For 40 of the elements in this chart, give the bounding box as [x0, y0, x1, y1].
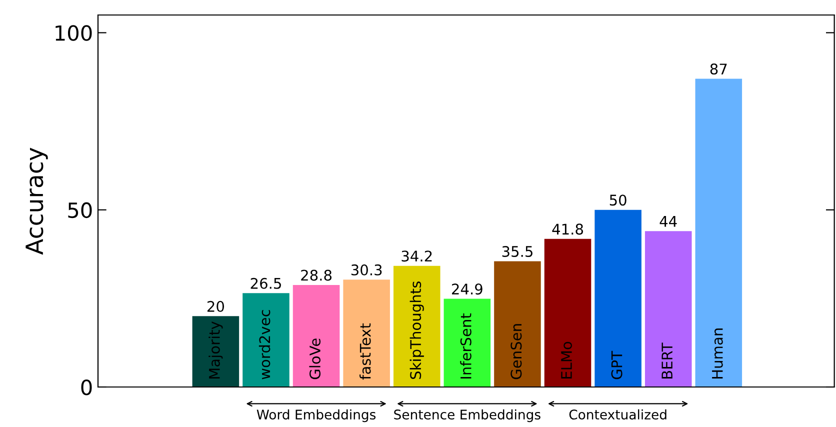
text: Contextualized: [569, 409, 666, 420]
data-label: 28.8: [301, 270, 332, 281]
bar: [695, 78, 742, 387]
y-tick-label: 0: [81, 379, 92, 396]
y-tick-label: 50: [68, 202, 92, 218]
bar: [544, 238, 592, 387]
data-label: 87: [710, 64, 727, 75]
x-tick-label: GPT: [611, 350, 622, 380]
bar: [343, 280, 390, 387]
data-label: 41.8: [552, 224, 583, 235]
bar: [192, 316, 240, 387]
data-label: 44: [660, 216, 677, 227]
x-tick-label: Majority: [208, 321, 223, 378]
x-tick-label: GloVe: [309, 338, 321, 380]
data-label: 30.3: [351, 264, 382, 276]
text: Sentence Embeddings: [394, 409, 540, 422]
x-tick-label: fastText: [360, 323, 371, 380]
y-axis-title: Accuracy: [26, 148, 48, 255]
bar: [594, 210, 642, 387]
y-tick-label: 100: [56, 25, 92, 41]
data-label: 50: [610, 194, 626, 206]
x-tick-label: word2vec: [258, 310, 270, 380]
x-tick-label: Human: [712, 328, 723, 378]
data-label: 26.5: [250, 278, 281, 289]
data-label: 24.9: [452, 284, 482, 295]
bar: [494, 261, 541, 387]
data-label: 34.2: [402, 250, 432, 262]
bar: [644, 231, 692, 387]
bar: [393, 266, 440, 387]
bar: [292, 284, 340, 387]
x-tick-label: GenSen: [510, 324, 522, 380]
text: Word Embeddings: [256, 409, 376, 422]
x-tick-label: BERT: [662, 342, 672, 378]
x-tick-label: SkipThoughts: [410, 281, 424, 379]
data-label: 35.5: [502, 246, 532, 258]
bar: [444, 298, 491, 387]
data-label: 20: [207, 300, 224, 312]
bar: [242, 293, 290, 387]
x-tick-label: InferSent: [460, 313, 472, 378]
x-tick-label: ELMo: [561, 342, 572, 378]
